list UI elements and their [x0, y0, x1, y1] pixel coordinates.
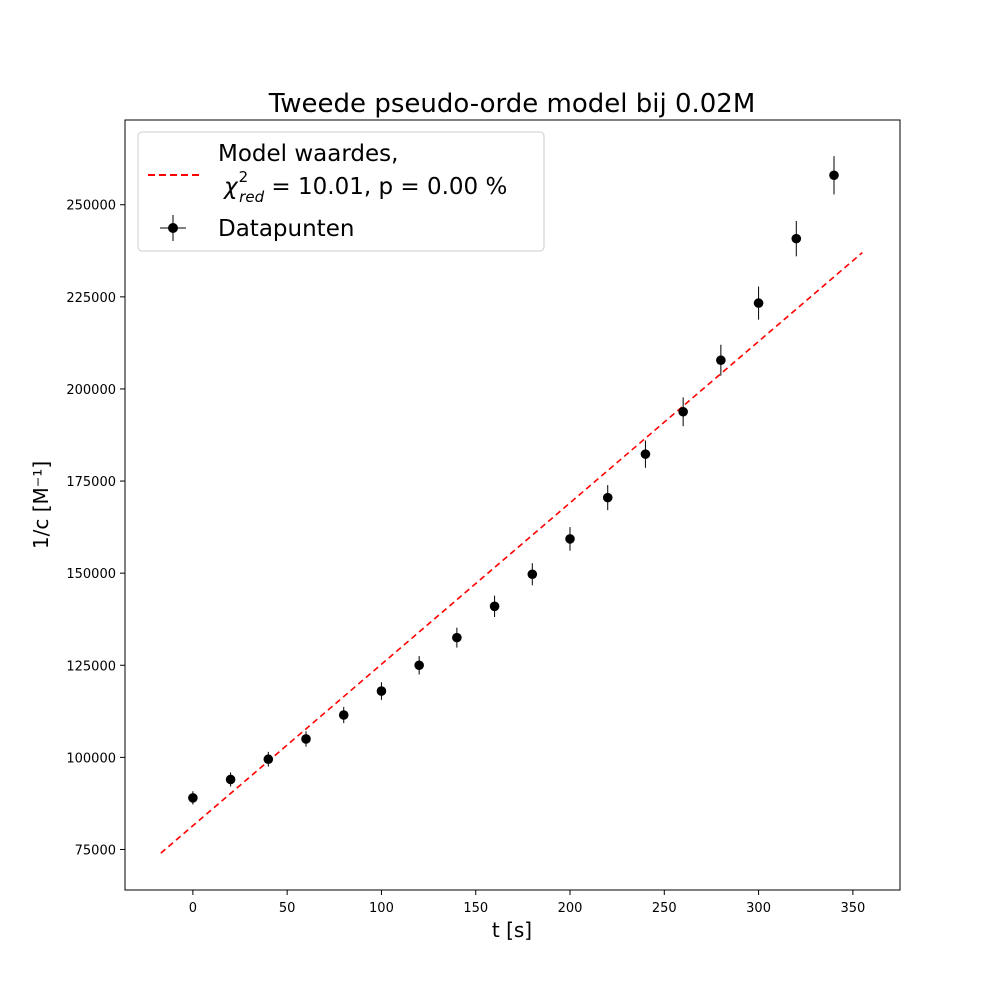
legend: Model waardes, χ2 red = 10.01, p = 0.00 %…: [137, 131, 545, 252]
y-axis-title: 1/c [M⁻¹]: [29, 461, 53, 549]
data-point: [602, 492, 613, 503]
data-point: [188, 793, 198, 803]
data-point: [829, 170, 839, 181]
data-point: [452, 632, 462, 643]
y-tick-label: 100000: [66, 751, 116, 766]
legend-chi-sub: red: [239, 188, 264, 206]
data-point: [527, 569, 538, 580]
data-point: [301, 734, 311, 744]
data-point: [414, 660, 424, 671]
legend-data-marker: [168, 223, 178, 233]
legend-box: [137, 131, 545, 252]
x-tick-label: 350: [840, 901, 865, 916]
data-point: [716, 355, 726, 366]
data-point: [263, 754, 274, 765]
x-tick-label: 300: [746, 901, 771, 916]
y-tick-label: 175000: [66, 475, 116, 490]
data-point: [338, 710, 349, 720]
model-fit-line: [160, 252, 863, 854]
data-point: [791, 233, 802, 244]
data-point: [678, 406, 688, 417]
data-point: [225, 774, 236, 785]
legend-chi-symbol: χ: [222, 174, 239, 200]
x-tick-label: 150: [463, 901, 488, 916]
y-tick-label: 150000: [66, 567, 116, 582]
chart-title: Tweede pseudo-orde model bij 0.02M: [268, 89, 756, 119]
y-tick-label: 75000: [75, 843, 116, 858]
data-point: [753, 298, 764, 308]
y-tick-label: 225000: [66, 291, 116, 306]
y-tick-label: 250000: [66, 199, 116, 214]
axes-frame: [124, 119, 901, 891]
y-tick-label: 200000: [66, 383, 116, 398]
x-tick-label: 0: [189, 901, 197, 916]
legend-stats-text: = 10.01, p = 0.00 %: [264, 174, 507, 200]
legend-model-stats: χ2 red = 10.01, p = 0.00 %: [222, 168, 507, 206]
data-point: [565, 534, 575, 544]
x-tick-label: 250: [652, 901, 677, 916]
data-point: [489, 601, 500, 612]
data-point: [640, 449, 651, 459]
legend-model-label: Model waardes,: [218, 141, 398, 167]
data-point: [376, 686, 387, 696]
legend-data-label: Datapunten: [218, 216, 354, 242]
legend-chi-sup: 2: [239, 168, 249, 186]
x-tick-label: 100: [369, 901, 394, 916]
x-tick-label: 200: [558, 901, 583, 916]
x-tick-label: 50: [279, 901, 296, 916]
y-axis: 75000 100000 125000 150000 175000 200000 22500…: [66, 199, 125, 858]
y-tick-label: 125000: [66, 659, 116, 674]
x-axis-title: t [s]: [492, 918, 532, 942]
plot-area: [160, 156, 863, 854]
x-axis: 0 50 100 150 200 250 300 350: [189, 890, 865, 916]
